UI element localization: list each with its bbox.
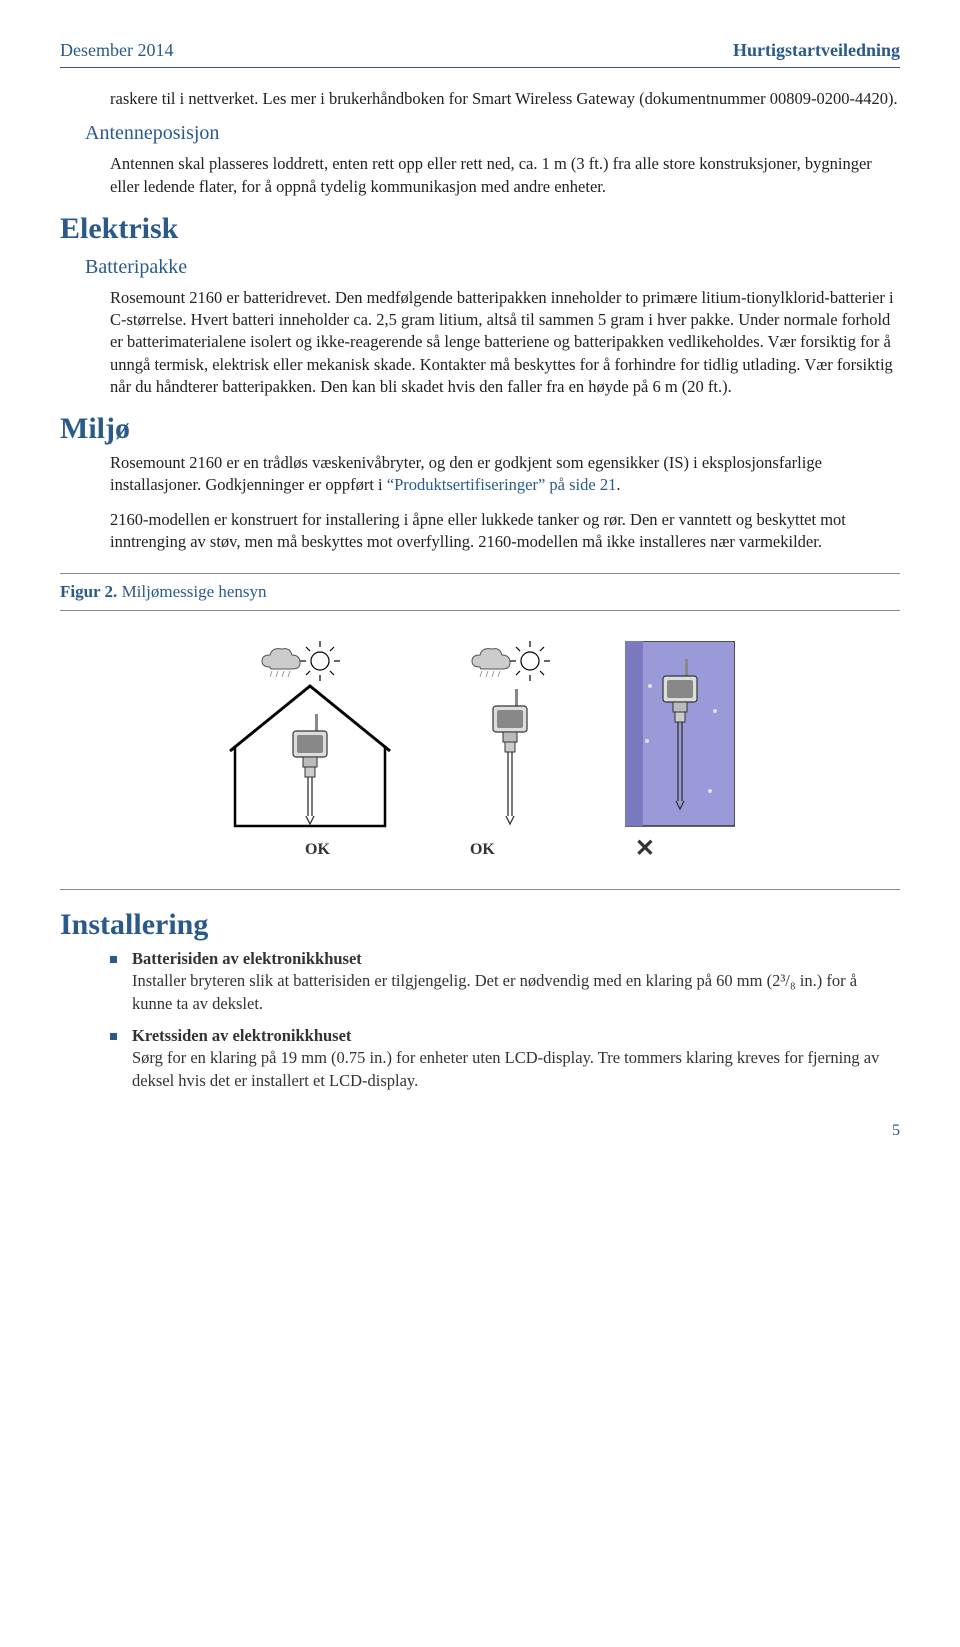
- x-mark-icon: ✕: [635, 841, 655, 859]
- heading-miljo: Miljø: [60, 412, 900, 446]
- intro-paragraph: raskere til i nettverket. Les mer i bruk…: [60, 88, 900, 110]
- divider: [60, 889, 900, 890]
- heading-elektrisk: Elektrisk: [60, 212, 900, 246]
- miljo-p1: Rosemount 2160 er en trådløs væskenivåbr…: [60, 452, 900, 497]
- list-item: Batterisiden av elektronikkhuset Install…: [110, 948, 900, 1015]
- figure-label-rest: Miljømessige hensyn: [117, 582, 266, 601]
- install-list: Batterisiden av elektronikkhuset Install…: [60, 948, 900, 1092]
- miljo-p2: 2160-modellen er konstruert for installe…: [60, 509, 900, 554]
- scene-outdoor-2: [445, 641, 575, 831]
- sun-device-icon: [445, 641, 575, 831]
- heading-antenneposisjon: Antenneposisjon: [60, 122, 900, 145]
- figure-label-bold: Figur 2.: [60, 582, 117, 601]
- header-date: Desember 2014: [60, 40, 173, 61]
- scene-submerged: [625, 641, 735, 831]
- heading-batteripakke: Batteripakke: [60, 256, 900, 279]
- antenne-text: Antennen skal plasseres loddrett, enten …: [60, 153, 900, 198]
- item-text: Installer bryteren slik at batterisiden …: [132, 971, 857, 1012]
- page-number: 5: [60, 1122, 900, 1140]
- figure-2-illustration: [60, 641, 900, 831]
- list-item: Kretssiden av elektronikkhuset Sørg for …: [110, 1025, 900, 1092]
- ok-label-1: OK: [305, 841, 330, 859]
- item-title: Kretssiden av elektronikkhuset: [132, 1026, 351, 1045]
- miljo-p1b: .: [616, 475, 620, 494]
- figure-labels-row: OK OK ✕: [60, 841, 900, 859]
- scene-outdoor-1: [225, 641, 395, 831]
- ok-label-2: OK: [470, 841, 495, 859]
- item-title: Batterisiden av elektronikkhuset: [132, 949, 362, 968]
- figure-caption: Figur 2. Miljømessige hensyn: [60, 573, 900, 611]
- tank-device-icon: [625, 641, 735, 831]
- miljo-link[interactable]: “Produktsertifiseringer” på side 21: [387, 475, 617, 494]
- page-header: Desember 2014 Hurtigstartveiledning: [60, 40, 900, 68]
- heading-installering: Installering: [60, 908, 900, 942]
- header-title: Hurtigstartveiledning: [733, 40, 900, 61]
- batteripakke-text: Rosemount 2160 er batteridrevet. Den med…: [60, 287, 900, 398]
- house-sun-device-icon: [225, 641, 395, 831]
- item-text: Sørg for en klaring på 19 mm (0.75 in.) …: [132, 1048, 879, 1089]
